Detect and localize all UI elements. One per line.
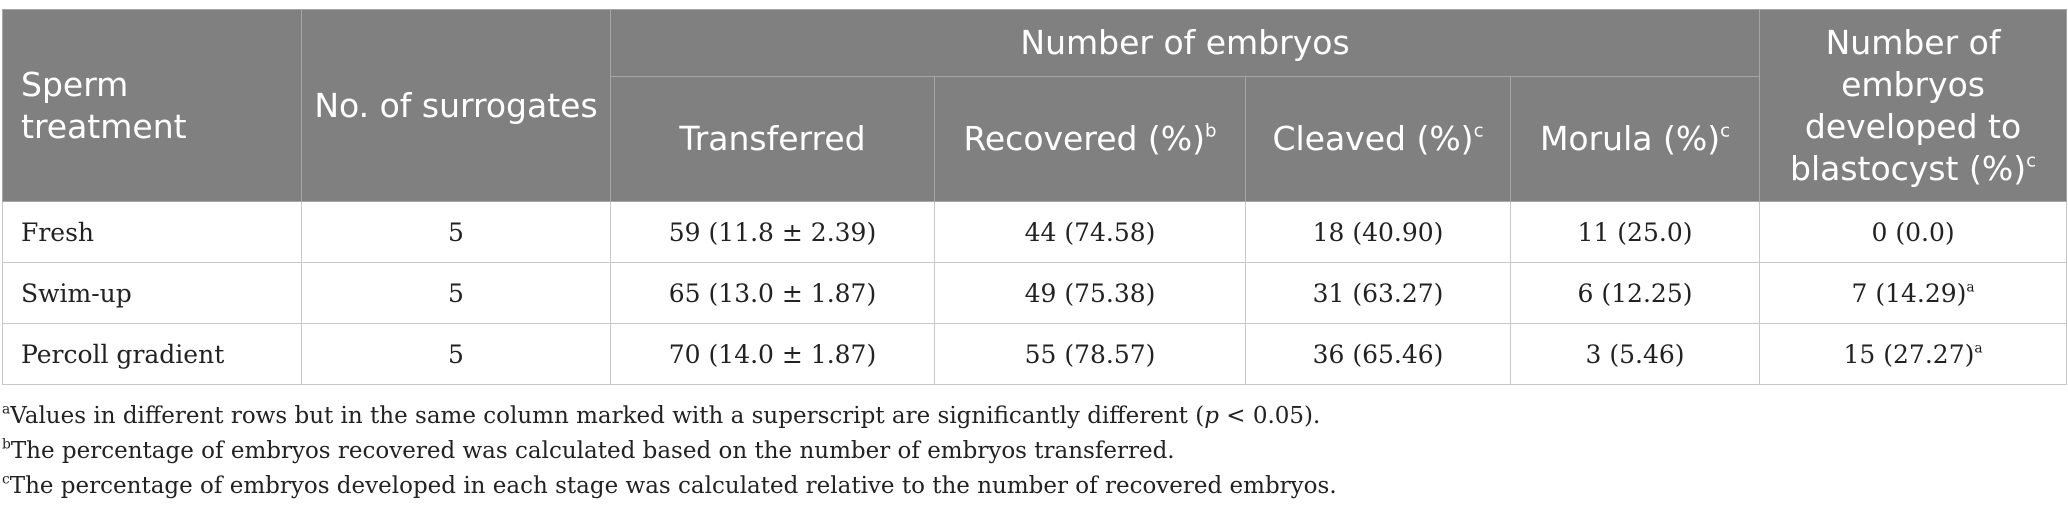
footnote-text: The percentage of embryos developed in e… [9, 473, 1337, 499]
header-transferred: Transferred [610, 76, 935, 202]
cell-surrogates: 5 [301, 262, 611, 324]
cell-blastocyst: 0 (0.0) [1759, 201, 2068, 263]
cell-transferred: 65 (13.0 ± 1.87) [610, 262, 935, 324]
header-recovered-sup: b [1205, 120, 1217, 142]
cell-treatment: Swim-up [2, 262, 302, 324]
table-header: Sperm treatment No. of surrogates Number… [2, 9, 2068, 202]
footnote-mark: a [2, 401, 11, 418]
cell-cleaved: 36 (65.46) [1245, 323, 1511, 385]
cell-treatment: Fresh [2, 201, 302, 263]
table-row: Percoll gradient 5 70 (14.0 ± 1.87) 55 (… [2, 323, 2068, 385]
header-blastocyst-label: Number of embryos developed to blastocys… [1790, 22, 2027, 188]
cell-transferred: 70 (14.0 ± 1.87) [610, 323, 935, 385]
footnote-mark: c [2, 471, 10, 488]
footnote: aValues in different rows but in the sam… [2, 399, 1337, 434]
cell-blastocyst-value: 15 (27.27) [1843, 339, 1975, 369]
cell-cleaved: 18 (40.90) [1245, 201, 1511, 263]
header-recovered-label: Recovered (%) [963, 119, 1206, 158]
header-cleaved-sup: c [1473, 120, 1484, 142]
table-row: Swim-up 5 65 (13.0 ± 1.87) 49 (75.38) 31… [2, 262, 2068, 324]
header-morula-label: Morula (%) [1539, 119, 1721, 158]
header-cleaved: Cleaved (%)c [1245, 76, 1511, 202]
header-cleaved-label: Cleaved (%) [1272, 119, 1474, 158]
cell-blastocyst-sup: a [1966, 279, 1975, 296]
footnote-text: The percentage of embryos recovered was … [10, 438, 1175, 464]
cell-blastocyst-value: 7 (14.29) [1851, 278, 1967, 308]
header-surrogates: No. of surrogates [301, 9, 611, 202]
cell-morula: 11 (25.0) [1509, 201, 1761, 263]
header-blastocyst: Number of embryos developed to blastocys… [1759, 9, 2068, 202]
table-row: Fresh 5 59 (11.8 ± 2.39) 44 (74.58) 18 (… [2, 201, 2068, 263]
footnote-mark: b [2, 436, 11, 453]
header-morula: Morula (%)c [1509, 76, 1761, 202]
cell-transferred: 59 (11.8 ± 2.39) [610, 201, 935, 263]
table-body: Fresh 5 59 (11.8 ± 2.39) 44 (74.58) 18 (… [2, 201, 2068, 385]
embryo-development-table: Sperm treatment No. of surrogates Number… [2, 9, 2068, 385]
footnote: bThe percentage of embryos recovered was… [2, 434, 1337, 469]
header-morula-sup: c [1720, 120, 1731, 142]
cell-blastocyst-sup: a [1974, 340, 1983, 357]
cell-blastocyst-value: 0 (0.0) [1871, 217, 1955, 247]
cell-treatment: Percoll gradient [2, 323, 302, 385]
header-sperm-treatment: Sperm treatment [2, 9, 302, 202]
footnote-text-after: < 0.05). [1218, 403, 1321, 429]
cell-surrogates: 5 [301, 323, 611, 385]
cell-morula: 6 (12.25) [1509, 262, 1761, 324]
footnote-text: Values in different rows but in the same… [10, 403, 1205, 429]
cell-blastocyst: 15 (27.27)a [1759, 323, 2068, 385]
footnote-italic: p [1204, 403, 1219, 429]
cell-surrogates: 5 [301, 201, 611, 263]
header-number-of-embryos: Number of embryos [609, 9, 1761, 77]
cell-morula: 3 (5.46) [1509, 323, 1761, 385]
cell-cleaved: 31 (63.27) [1245, 262, 1511, 324]
header-blastocyst-sup: c [2026, 149, 2037, 171]
header-recovered: Recovered (%)b [934, 76, 1246, 202]
cell-recovered: 44 (74.58) [934, 201, 1246, 263]
footnote: cThe percentage of embryos developed in … [2, 469, 1337, 504]
cell-recovered: 49 (75.38) [934, 262, 1246, 324]
cell-blastocyst: 7 (14.29)a [1759, 262, 2068, 324]
cell-recovered: 55 (78.57) [934, 323, 1246, 385]
table-footnotes: aValues in different rows but in the sam… [2, 399, 1337, 504]
